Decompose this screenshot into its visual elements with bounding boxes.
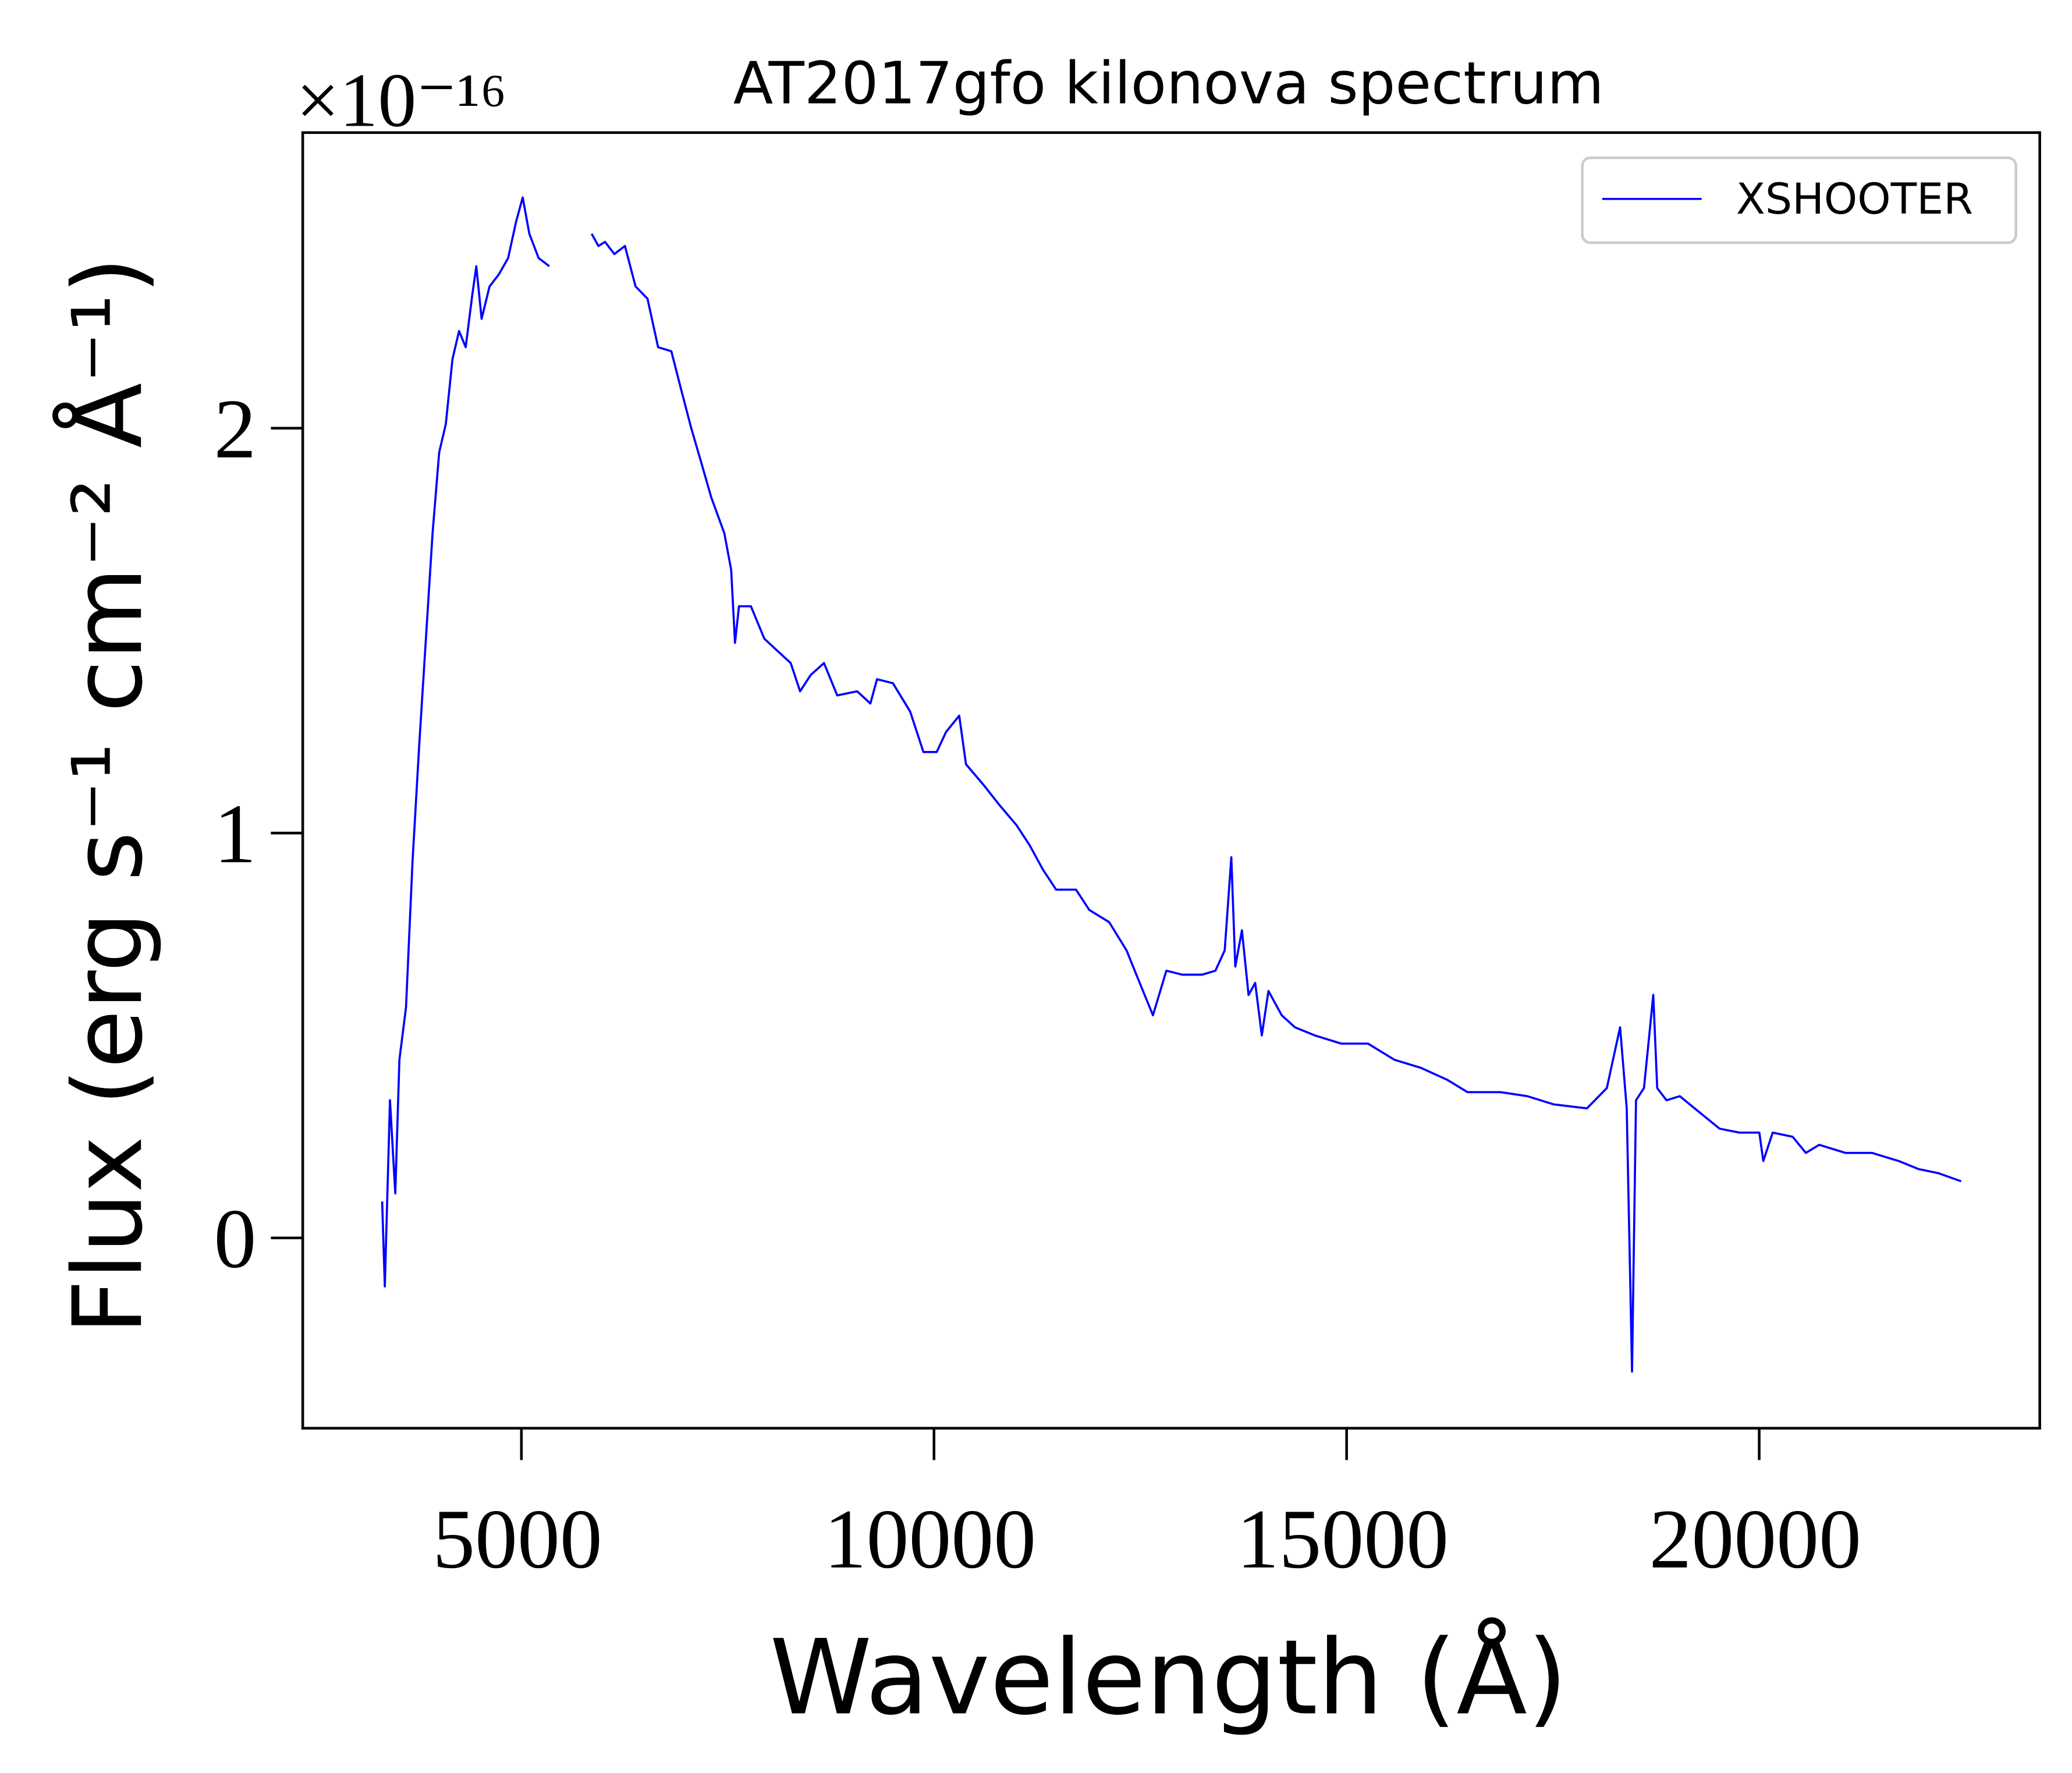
series-line-segment xyxy=(381,196,550,1288)
series-line-segment xyxy=(590,233,1962,1373)
y-scale-multiplier: ×10⁻¹⁶ xyxy=(296,57,507,143)
plot-frame xyxy=(301,131,2041,1430)
y-tick-label: 2 xyxy=(214,382,256,476)
legend: XSHOOTER xyxy=(1581,156,2017,244)
x-tick-label: 10000 xyxy=(824,1492,1036,1586)
x-tick-label: 20000 xyxy=(1649,1492,1861,1586)
y-tick-label: 0 xyxy=(214,1192,256,1286)
series-layer xyxy=(381,196,1962,1373)
x-tick-label: 5000 xyxy=(432,1492,602,1586)
y-tick-label: 1 xyxy=(214,786,256,881)
y-axis-label: Flux (erg s⁻¹ cm⁻² Å⁻¹) xyxy=(52,257,164,1335)
chart-title: AT2017gfo kilonova spectrum xyxy=(733,49,1604,118)
x-axis-label: Wavelength (Å) xyxy=(769,1617,1567,1737)
x-axis: 5000 10000 15000 20000 xyxy=(432,1428,1861,1586)
y-axis: 0 1 2 xyxy=(214,382,303,1286)
legend-box xyxy=(1581,156,2017,244)
legend-label: XSHOOTER xyxy=(1736,175,1973,224)
x-tick-label: 15000 xyxy=(1237,1492,1449,1586)
